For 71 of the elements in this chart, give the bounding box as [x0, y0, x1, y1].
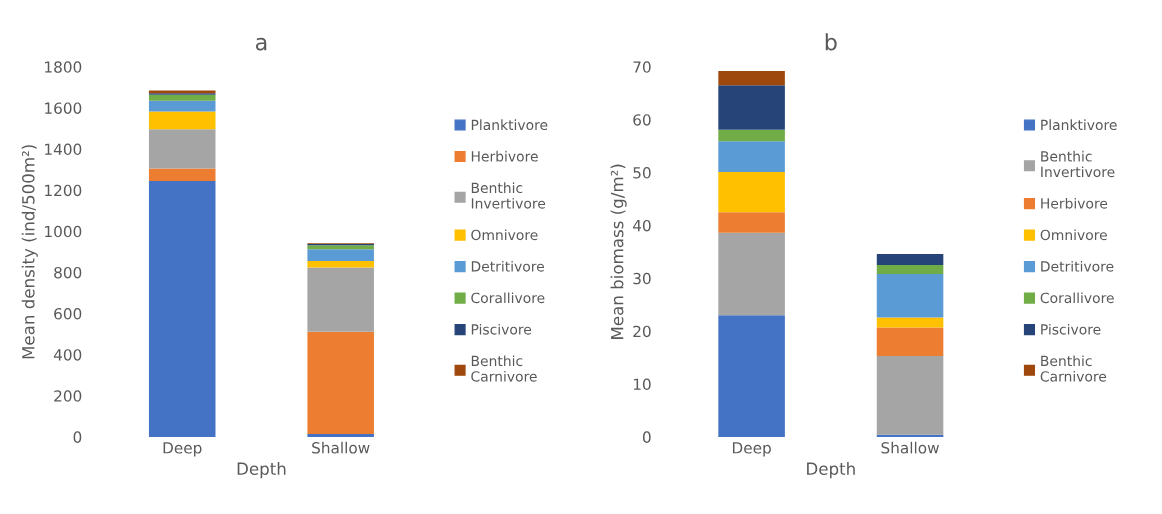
legend-label: Detritivore [471, 260, 544, 272]
legend-label: Piscivore [1041, 323, 1101, 335]
y-tick-label: 20 [633, 325, 651, 338]
bar [148, 111, 216, 130]
x-tick-label: Deep [163, 442, 202, 457]
y-axis-title: Mean density (ind/500m²) [21, 145, 38, 359]
y-tick-label: 10 [633, 378, 651, 391]
bar [718, 129, 785, 142]
legend-label: Omnivore [471, 229, 538, 241]
legend-label: Detritivore [1041, 260, 1114, 272]
legend-label: Corallivore [1040, 292, 1114, 304]
legend-label: Planktivore [1041, 119, 1117, 131]
bar [307, 434, 374, 437]
y-tick-label: 50 [633, 167, 651, 179]
bar [148, 129, 216, 169]
legend-label: Omnivore [1040, 229, 1107, 241]
legend-label: Benthic Invertivore [471, 182, 546, 209]
y-tick-label: 0 [642, 431, 651, 443]
legend-label: Planktivore [471, 119, 548, 131]
bar [718, 172, 785, 213]
bar [148, 180, 216, 437]
bar [718, 141, 785, 173]
y-tick-label: 800 [54, 266, 82, 279]
x-axis-title: Depth [237, 462, 286, 479]
y-tick-label: 1400 [45, 143, 82, 156]
legend-label: Benthic Carnivore [1040, 355, 1107, 382]
chart-title: b [825, 33, 837, 51]
y-tick-label: 1000 [45, 225, 82, 238]
bar [876, 356, 944, 435]
bar [148, 94, 216, 101]
y-tick-label: 1600 [45, 102, 82, 114]
y-tick-label: 400 [53, 349, 82, 361]
bar [876, 253, 944, 266]
x-tick-label: Shallow [312, 441, 370, 454]
x-tick-label: Deep [732, 442, 771, 457]
legend-label: Benthic Carnivore [471, 355, 537, 382]
bar [876, 434, 944, 437]
y-tick-label: 70 [633, 61, 651, 73]
y-tick-label: 1200 [45, 184, 82, 197]
chart-title: a [255, 37, 267, 51]
bar [876, 327, 944, 357]
bar [148, 100, 216, 112]
bar [718, 212, 785, 233]
legend-label: Herbivore [471, 150, 538, 162]
x-tick-label: Shallow [881, 441, 939, 454]
bar [718, 71, 785, 86]
y-tick-label: 0 [73, 431, 82, 443]
y-axis-title: Mean biomass (g/m²) [610, 164, 627, 339]
y-tick-label: 1800 [45, 61, 82, 73]
bar [876, 274, 944, 318]
bar [307, 261, 374, 268]
y-tick-label: 40 [632, 219, 651, 232]
legend-label: Piscivore [471, 323, 532, 335]
bar [876, 265, 944, 275]
y-tick-label: 200 [54, 390, 82, 402]
legend-label: Benthic Invertivore [1041, 150, 1115, 178]
y-tick-label: 600 [54, 308, 82, 320]
bar [307, 249, 374, 262]
y-tick-label: 60 [633, 114, 651, 126]
bar [307, 245, 374, 250]
y-tick-label: 30 [633, 272, 651, 285]
legend-label: Corallivore [471, 292, 545, 304]
bar [148, 168, 216, 181]
bar [307, 331, 374, 435]
bar [876, 317, 944, 328]
x-axis-title: Depth [807, 462, 855, 479]
bar [718, 315, 785, 437]
bar [718, 232, 785, 316]
bar [718, 85, 785, 130]
bar [307, 267, 374, 332]
legend-label: Herbivore [1041, 197, 1108, 209]
